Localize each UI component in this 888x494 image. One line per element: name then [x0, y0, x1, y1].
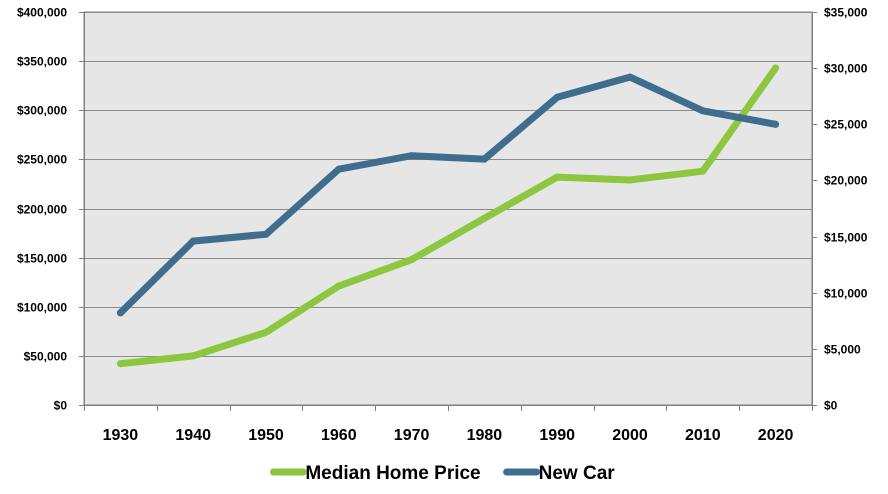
series-point — [189, 237, 197, 245]
x-tick-label: 1970 — [394, 427, 430, 444]
y-left-tick-label: $300,000 — [17, 104, 67, 118]
series-point — [116, 360, 124, 368]
plot-area — [83, 11, 813, 406]
legend-label: New Car — [539, 463, 616, 484]
series-point — [626, 176, 634, 184]
x-tick-label: 2020 — [758, 427, 794, 444]
series-point — [408, 152, 416, 160]
y-left-tick-label: $100,000 — [17, 301, 67, 315]
y-right-tick-label: $0 — [824, 399, 838, 413]
series-point — [553, 93, 561, 101]
legend-label: Median Home Price — [305, 463, 480, 484]
series-point — [772, 64, 780, 72]
series-point — [408, 256, 416, 264]
x-tick-label: 1950 — [248, 427, 284, 444]
y-left-tick-label: $50,000 — [24, 350, 68, 364]
y-right-tick-label: $20,000 — [824, 174, 868, 188]
x-tick-label: 1960 — [321, 427, 357, 444]
series-point — [262, 328, 270, 336]
y-right-tick-label: $15,000 — [824, 231, 868, 245]
series-point — [626, 73, 634, 81]
series-point — [480, 155, 488, 163]
series-point — [699, 107, 707, 115]
plot-background — [83, 11, 813, 406]
x-tick-label: 1980 — [467, 427, 503, 444]
y-right-tick-label: $10,000 — [824, 287, 868, 301]
series-point — [772, 120, 780, 128]
legend: Median Home Price New Car — [269, 463, 616, 484]
series-point — [480, 214, 488, 222]
y-right-tick-label: $30,000 — [824, 62, 868, 76]
series-point — [553, 173, 561, 181]
x-tick-label: 2010 — [685, 427, 721, 444]
y-left-tick-label: $250,000 — [17, 153, 67, 167]
series-point — [699, 167, 707, 175]
y-left-tick-label: $0 — [54, 399, 68, 413]
series-point — [262, 230, 270, 238]
y-right-tick-label: $25,000 — [824, 118, 868, 132]
y-right-tick-label: $35,000 — [824, 6, 868, 20]
y-left-tick-label: $150,000 — [17, 252, 67, 266]
series-point — [335, 165, 343, 173]
y-left-tick-label: $350,000 — [17, 55, 67, 69]
series-line-1 — [116, 64, 780, 368]
series-point — [116, 309, 124, 317]
series-lines — [116, 64, 780, 368]
x-tick-label: 1990 — [539, 427, 575, 444]
x-tick-label: 1930 — [103, 427, 139, 444]
y-right-tick-label: $5,000 — [824, 343, 861, 357]
x-tick-label: 1940 — [175, 427, 211, 444]
axes: $0 $50,000 $100,000 $150,000 $200,000 $250,00… — [17, 6, 868, 445]
y-left-tick-label: $400,000 — [17, 6, 67, 20]
series-line-2 — [116, 73, 780, 317]
y-left-tick-label: $200,000 — [17, 203, 67, 217]
series-point — [189, 352, 197, 360]
series-point — [335, 282, 343, 290]
x-tick-label: 2000 — [612, 427, 648, 444]
